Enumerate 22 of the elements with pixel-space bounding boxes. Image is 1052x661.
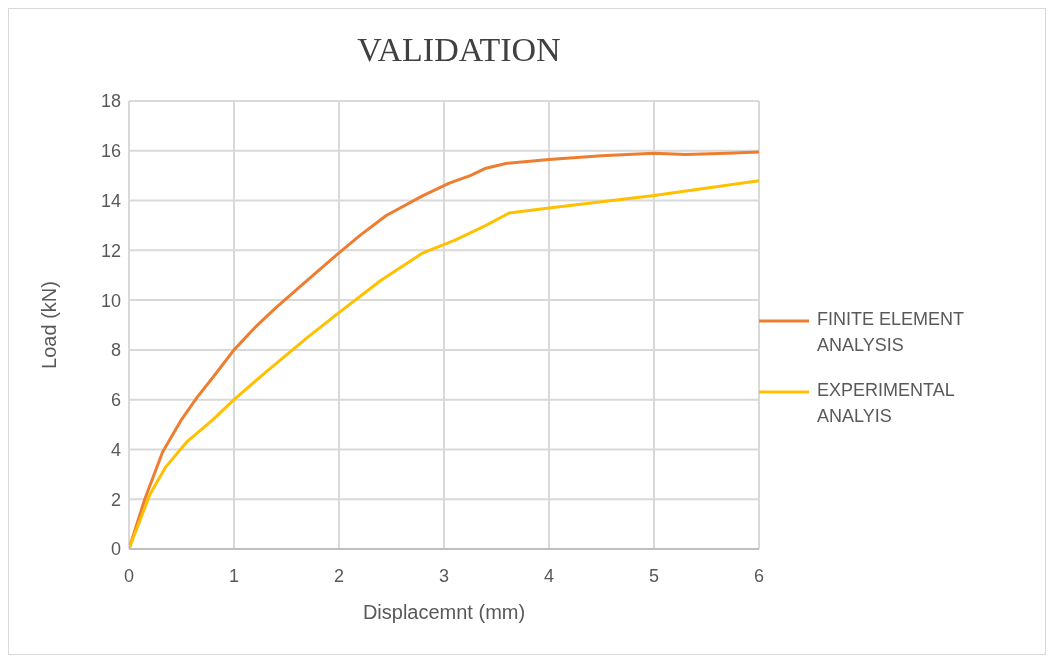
y-tick-label: 0 bbox=[110, 539, 121, 560]
y-tick-label: 14 bbox=[100, 190, 121, 211]
x-tick-label: 0 bbox=[123, 565, 135, 586]
y-tick-label: 4 bbox=[110, 439, 121, 460]
y-tick-label: 10 bbox=[100, 290, 121, 311]
y-tick-label: 18 bbox=[100, 91, 121, 112]
chart-title: VALIDATION bbox=[356, 31, 562, 69]
x-tick-label: 2 bbox=[333, 565, 345, 586]
x-tick-label: 1 bbox=[228, 565, 240, 586]
x-tick-label: 3 bbox=[438, 565, 450, 586]
legend-label: FINITE ELEMENT ANALYSIS bbox=[817, 308, 965, 357]
y-tick-label: 8 bbox=[110, 340, 121, 361]
legend-label: EXPERIMENTAL ANALYIS bbox=[817, 379, 956, 428]
x-axis-title: Displacemnt (mm) bbox=[362, 601, 526, 623]
y-tick-label: 16 bbox=[100, 141, 121, 162]
y-axis-title: Load (kN) bbox=[38, 281, 61, 369]
x-tick-label: 5 bbox=[648, 565, 660, 586]
x-tick-label: 4 bbox=[543, 565, 555, 586]
x-tick-label: 6 bbox=[753, 565, 765, 586]
y-tick-label: 2 bbox=[110, 489, 121, 510]
y-tick-label: 6 bbox=[110, 390, 121, 411]
y-tick-label: 12 bbox=[100, 240, 121, 261]
